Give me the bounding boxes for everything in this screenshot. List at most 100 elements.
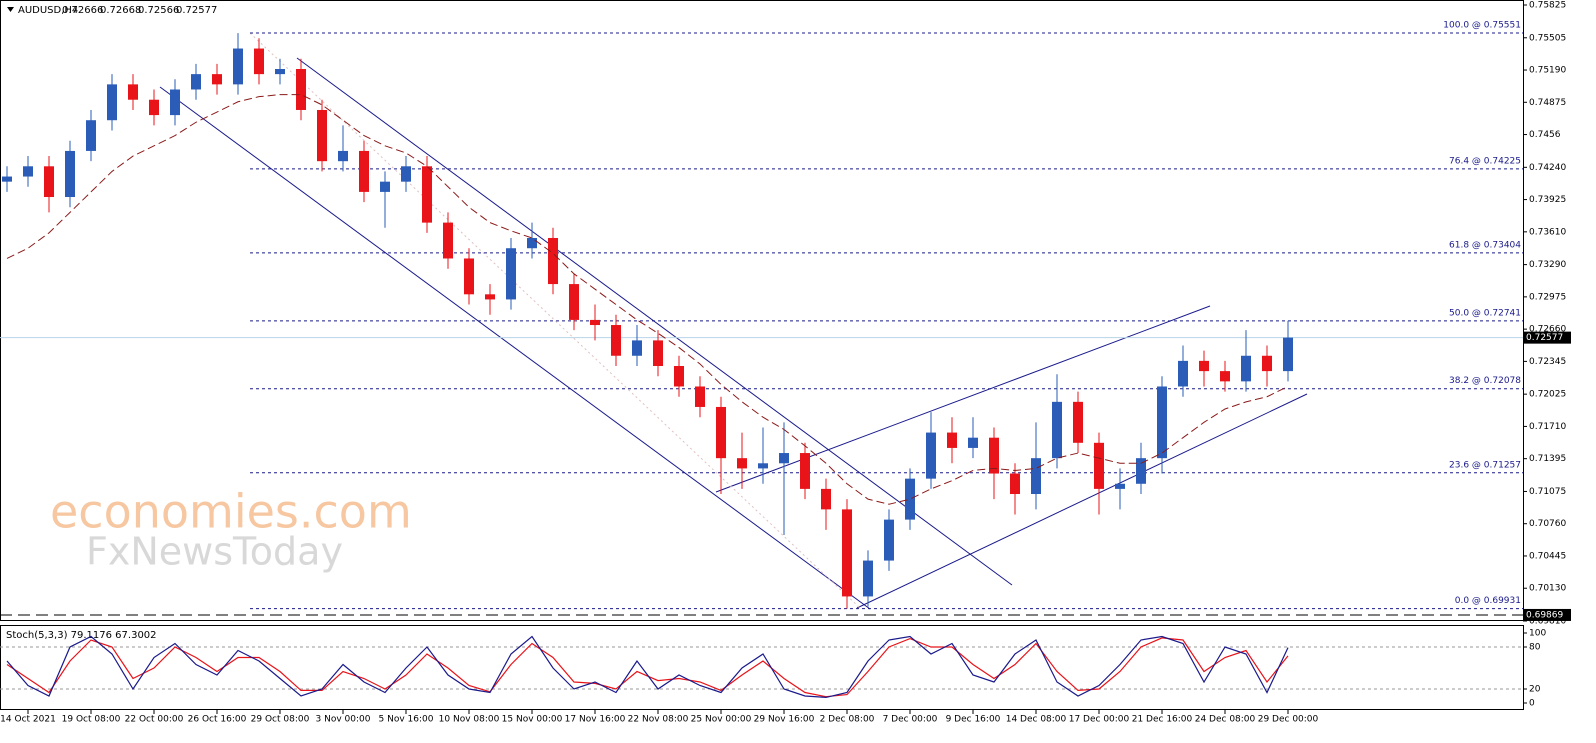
candle-body bbox=[863, 560, 873, 597]
trend-line bbox=[715, 305, 1211, 493]
x-tick-label: 14 Dec 08:00 bbox=[1006, 715, 1067, 725]
x-tick-label: 26 Oct 16:00 bbox=[188, 715, 247, 725]
x-tick-label: 29 Dec 00:00 bbox=[1258, 715, 1319, 725]
y-tick-label: 0.75825 bbox=[1529, 1, 1566, 11]
x-tick-label: 19 Oct 08:00 bbox=[62, 715, 121, 725]
candle-body bbox=[1178, 360, 1188, 387]
candle-body bbox=[380, 181, 390, 192]
x-tick-label: 22 Oct 00:00 bbox=[125, 715, 184, 725]
y-tick-label: 0.74240 bbox=[1529, 163, 1566, 173]
y-tick-label: 0.71075 bbox=[1529, 487, 1566, 497]
candle-body bbox=[1010, 473, 1020, 495]
x-tick-label: 21 Dec 16:00 bbox=[1132, 715, 1193, 725]
candle-body bbox=[1031, 458, 1041, 495]
candle-body bbox=[1220, 371, 1230, 382]
x-tick-label: 17 Dec 00:00 bbox=[1069, 715, 1130, 725]
x-tick-label: 5 Nov 16:00 bbox=[379, 715, 434, 725]
candle-body bbox=[674, 365, 684, 387]
candle-body bbox=[548, 237, 558, 285]
price-box bbox=[1523, 331, 1571, 344]
candle-body bbox=[1115, 483, 1125, 489]
candle-body bbox=[1262, 355, 1272, 372]
candle-body bbox=[191, 74, 201, 90]
candle-body bbox=[44, 166, 54, 198]
stoch-panel bbox=[0, 625, 1524, 710]
x-tick-label: 7 Dec 00:00 bbox=[883, 715, 938, 725]
stoch-tick-label: 20 bbox=[1529, 685, 1541, 695]
trend-line bbox=[856, 393, 1308, 609]
marker-price-label: 0.69869 bbox=[1526, 610, 1563, 620]
stoch-main bbox=[6, 635, 1289, 699]
candle-body bbox=[527, 237, 537, 249]
y-tick-label: 0.73290 bbox=[1529, 260, 1566, 270]
price-box bbox=[1523, 608, 1571, 621]
stoch-signal bbox=[6, 637, 1289, 698]
candle-body bbox=[1073, 401, 1083, 443]
main-panel bbox=[0, 0, 1524, 621]
y-tick-label: 0.75505 bbox=[1529, 33, 1566, 43]
y-tick-label: 0.73610 bbox=[1529, 227, 1566, 237]
ohlc-high: 0.72668 bbox=[100, 5, 141, 16]
x-tick-label: 3 Nov 00:00 bbox=[316, 715, 371, 725]
y-tick-label: 0.69810 bbox=[1529, 617, 1566, 627]
y-tick-label: 0.73925 bbox=[1529, 195, 1566, 205]
channel-lines bbox=[159, 57, 1308, 610]
candle-body bbox=[1241, 355, 1251, 382]
candle-body bbox=[800, 453, 810, 489]
fib-label: 100.0 @ 0.75551 bbox=[1443, 21, 1521, 31]
candle-body bbox=[905, 478, 915, 520]
symbol: AUDUSD,H4 bbox=[18, 5, 78, 16]
moving-average bbox=[6, 94, 1289, 505]
candle-body bbox=[926, 432, 936, 479]
candle-body bbox=[653, 340, 663, 366]
trend-line bbox=[296, 57, 1013, 586]
candle-body bbox=[317, 109, 327, 162]
candle-body bbox=[695, 386, 705, 407]
fib-label: 23.6 @ 0.71257 bbox=[1449, 460, 1521, 470]
candle-body bbox=[1136, 458, 1146, 484]
x-tick-label: 10 Nov 08:00 bbox=[439, 715, 500, 725]
candle-body bbox=[1199, 360, 1209, 372]
ohlc-close: 0.72577 bbox=[176, 5, 217, 16]
candle-body bbox=[611, 325, 621, 356]
fib-label: 38.2 @ 0.72078 bbox=[1449, 376, 1521, 386]
candle-body bbox=[296, 69, 306, 110]
candle-body bbox=[989, 437, 999, 474]
watermark: FxNewsToday bbox=[86, 530, 343, 574]
x-tick-label: 24 Dec 08:00 bbox=[1195, 715, 1256, 725]
candle-body bbox=[842, 509, 852, 597]
x-tick-label: 29 Oct 08:00 bbox=[251, 715, 310, 725]
candle-body bbox=[401, 166, 411, 182]
y-tick-label: 0.74875 bbox=[1529, 98, 1566, 108]
y-tick-label: 0.72660 bbox=[1529, 325, 1566, 335]
candle-body bbox=[590, 319, 600, 326]
y-tick-label: 0.72975 bbox=[1529, 292, 1566, 302]
menu-arrow[interactable] bbox=[7, 7, 14, 12]
y-tick-label: 0.72345 bbox=[1529, 357, 1566, 367]
x-tick-label: 14 Oct 2021 bbox=[0, 715, 56, 725]
candle-body bbox=[947, 432, 957, 448]
candle-body bbox=[632, 340, 642, 356]
y-tick-label: 0.71395 bbox=[1529, 454, 1566, 464]
candle-body bbox=[422, 166, 432, 223]
stoch-tick-label: 0 bbox=[1529, 699, 1535, 709]
last-price-label: 0.72577 bbox=[1526, 333, 1563, 343]
x-tick-label: 15 Nov 00:00 bbox=[502, 715, 563, 725]
x-tick-label: 22 Nov 08:00 bbox=[628, 715, 689, 725]
candle-body bbox=[359, 150, 369, 192]
fib-label: 61.8 @ 0.73404 bbox=[1449, 240, 1521, 250]
y-tick-label: 0.71710 bbox=[1529, 422, 1566, 432]
y-tick-label: 0.70130 bbox=[1529, 584, 1566, 594]
candle-body bbox=[821, 488, 831, 510]
candle-body bbox=[1283, 337, 1293, 372]
candle-body bbox=[464, 258, 474, 295]
y-tick-label: 0.72025 bbox=[1529, 390, 1566, 400]
candle-body bbox=[149, 99, 159, 116]
candle-body bbox=[485, 294, 495, 300]
x-tick-label: 2 Dec 08:00 bbox=[820, 715, 875, 725]
ohlc-open: 0.72666 bbox=[62, 5, 103, 16]
candle-body bbox=[758, 463, 768, 469]
candle-body bbox=[1157, 386, 1167, 459]
x-tick-label: 29 Nov 16:00 bbox=[754, 715, 815, 725]
